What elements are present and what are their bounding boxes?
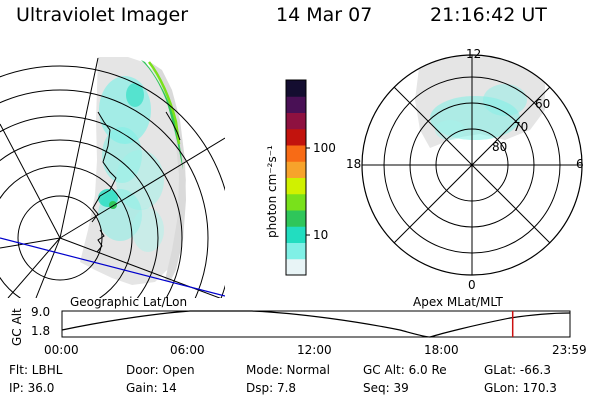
colorbar [285,79,310,276]
altitude-curve [61,310,571,338]
glat-status: GLat: -66.3 [484,363,551,377]
mlat-label-70: 70 [513,120,529,134]
colorbar-unit-label: photon cm⁻²s⁻¹ [265,145,279,238]
mode-status: Mode: Normal [246,363,330,377]
colorbar-swatch [286,145,306,162]
mlt-label-0: 0 [468,278,476,292]
filter-status: Flt: LBHL [9,363,63,377]
colorbar-scale [286,80,306,276]
mlat-label-80: 80 [492,140,508,154]
altitude-tick-1-8: 1.8 [31,324,51,338]
colorbar-swatch [286,226,306,243]
glon-status: GLon: 170.3 [484,381,557,395]
colorbar-swatch [286,177,306,195]
gain-status: Gain: 14 [126,381,177,395]
geographic-panel-label: Geographic Lat/Lon [70,295,188,309]
mlt-label-18: 18 [346,157,362,171]
coastline [91,111,181,253]
colorbar-swatch [286,161,306,178]
instrument-title: Ultraviolet Imager [16,4,189,26]
colorbar-tick-100: 100 [313,141,336,155]
colorbar-swatch [286,193,306,211]
colorbar-swatch [286,112,306,130]
time-tick-0600: 06:00 [170,343,205,357]
mlat-label-60: 60 [535,97,551,111]
colorbar-swatch [286,96,306,113]
apex-image-panel [415,55,545,148]
time-tick-1200: 12:00 [297,343,332,357]
time-tick-1800: 18:00 [424,343,459,357]
geographic-image-panel [0,57,225,298]
track-line [0,237,225,297]
colorbar-swatch [286,210,306,227]
mlt-label-6: 6 [576,157,584,171]
ip-status: IP: 36.0 [9,381,55,395]
geographic-grid [0,57,225,298]
gc-alt-status: GC Alt: 6.0 Re [363,363,447,377]
altitude-axis-label: GC Alt [10,308,24,346]
door-status: Door: Open [126,363,195,377]
colorbar-swatch [286,242,306,260]
colorbar-swatch [286,258,306,276]
altitude-plot [61,310,571,338]
seq-status: Seq: 39 [363,381,409,395]
observation-date: 14 Mar 07 [276,4,373,26]
colorbar-tick-10: 10 [313,228,329,242]
time-tick-2359: 23:59 [552,343,587,357]
apex-grid [361,54,583,276]
apex-panel-label: Apex MLat/MLT [413,295,503,309]
colorbar-swatch [286,128,306,146]
time-tick-0000: 00:00 [44,343,79,357]
colorbar-swatch [286,80,306,97]
dsp-status: Dsp: 7.8 [246,381,297,395]
mlt-label-12: 12 [466,47,482,61]
altitude-tick-9: 9.0 [31,305,51,319]
observation-time: 21:16:42 UT [430,4,547,26]
